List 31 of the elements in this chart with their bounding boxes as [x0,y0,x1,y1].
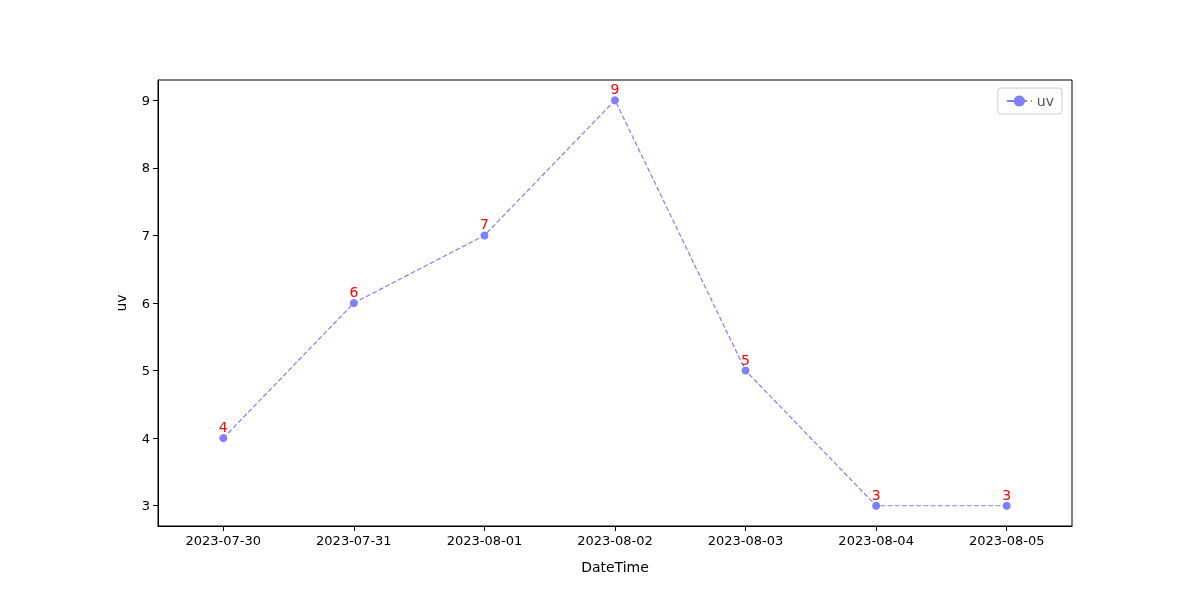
point [349,299,358,307]
y-tick-label: 4 [141,430,150,446]
y-tick-label: 6 [141,295,150,311]
legend-label: uv [1036,93,1055,109]
x-axis-title: DateTime [581,559,649,575]
data-label: 3 [871,486,881,503]
point [741,366,750,375]
x-tick-label: 2023-08-03 [707,533,784,548]
point [1002,501,1011,510]
point [611,96,619,105]
y-axis-title: uv [113,294,129,312]
data-label: 4 [218,419,228,436]
x-tick-label: 2023-08-05 [968,533,1045,548]
x-tick-label: 2023-08-02 [577,533,653,548]
x-tick-label: 2023-08-04 [838,533,914,548]
y-tick-label: 8 [141,160,150,176]
point [219,434,228,443]
data-label: 5 [741,351,751,368]
x-tick-label: 2023-08-01 [446,533,523,548]
x-tick-label: 2023-07-31 [316,533,392,548]
data-label: 3 [1002,486,1012,503]
point [480,231,489,240]
data-label: 6 [349,284,359,300]
y-tick-label: 3 [141,498,150,514]
data-label: 7 [479,216,489,233]
data-label: 9 [610,81,620,98]
x-tick-label: 2023-07-30 [185,533,262,548]
point [872,501,881,510]
y-tick-label: 9 [141,92,150,108]
y-tick-label: 7 [141,227,150,243]
y-tick-label: 5 [141,363,150,379]
